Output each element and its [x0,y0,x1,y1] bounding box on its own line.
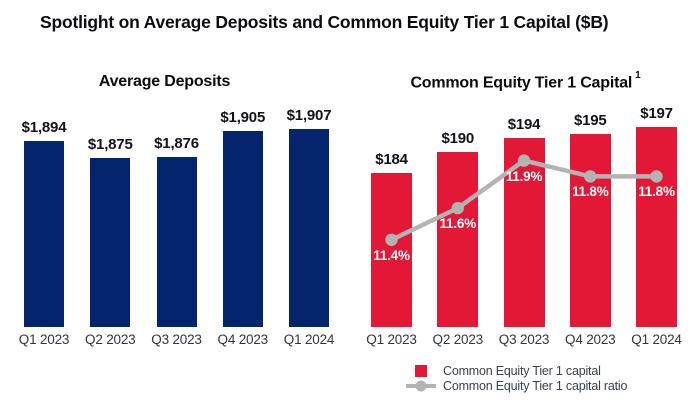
x-axis-label: Q3 2023 [151,332,202,347]
ratio-marker-icon [584,170,597,183]
cet1-capital-title: Common Equity Tier 1 Capital 1 [371,70,677,92]
bar [437,151,479,327]
bar-value-label: $195 [573,112,607,129]
x-axis-label: Q1 2024 [631,332,682,347]
ratio-value-label: 11.8% [638,184,675,200]
legend-item-ratio: Common Equity Tier 1 capital ratio [406,378,627,393]
bar-swatch-wrap [406,364,436,377]
ratio-value-label: 11.4% [373,247,410,263]
x-axis-label: Q4 2023 [565,332,616,347]
line-legend-swatch-icon [406,380,436,391]
ratio-value-label: 11.8% [571,184,609,200]
ratio-marker-icon [451,201,464,215]
plot-area-1: $184 $190 $194 $195 $197 11.4% 11.6% 11.9% 11.8%… [371,105,677,327]
ratio-marker-icon [385,233,398,246]
ratio-line-layer [385,154,663,246]
bar [24,140,64,327]
bar [289,129,329,327]
legend-label-ratio: Common Equity Tier 1 capital ratio [443,378,628,393]
legend-item-capital: Common Equity Tier 1 capital [406,363,627,378]
bar [569,134,611,327]
bar [222,130,263,327]
legend: Common Equity Tier 1 capital Common Equi… [406,363,627,393]
ratio-marker-icon [650,170,663,183]
bar [156,156,197,327]
x-axis-label: Q4 2023 [217,332,269,347]
bar-value-label: $1,907 [286,107,332,124]
x-axis-label: Q2 2023 [432,332,484,347]
x-axis-label: Q1 2023 [366,332,417,347]
bar-value-label: $184 [375,150,408,168]
bar-value-label: $1,894 [21,118,67,136]
plot-area-0: $1,894 $1,875 $1,876 $1,905 $1,907 [12,107,332,327]
bar [636,127,677,327]
x-axis-label: Q2 2023 [85,332,136,347]
bar-value-label: $1,905 [220,108,266,126]
bar-value-label: $197 [640,105,673,122]
bar-value-label: $1,876 [154,134,199,152]
average-deposits-title: Average Deposits [98,73,231,90]
bar-value-label: $1,875 [87,135,133,153]
x-axis-1: Q1 2023 Q2 2023 Q3 2023 Q4 2023 Q1 2024 [366,332,682,350]
x-axis-0: Q1 2023 Q2 2023 Q3 2023 Q4 2023 Q1 2024 [12,332,335,350]
bar [371,172,412,327]
footnote-marker: 1 [635,70,641,81]
cet1-title-text: Common Equity Tier 1 Capital [410,74,633,92]
line-legend-dot-icon [415,380,427,391]
ratio-marker-icon [517,154,531,167]
bar-legend-swatch-icon [415,364,427,377]
ratio-value-label: 11.6% [439,216,477,232]
bar-value-label: $194 [507,115,541,133]
ratio-value-label: 11.9% [505,168,543,184]
bar [90,157,131,327]
legend-label-capital: Common Equity Tier 1 capital [443,363,601,378]
x-axis-label: Q1 2024 [283,332,335,347]
x-axis-label: Q1 2023 [18,332,70,347]
page-title: Spotlight on Average Deposits and Common… [40,12,609,32]
line-swatch-wrap [406,380,436,391]
bar-value-label: $190 [441,129,475,147]
x-axis-label: Q3 2023 [498,332,550,347]
